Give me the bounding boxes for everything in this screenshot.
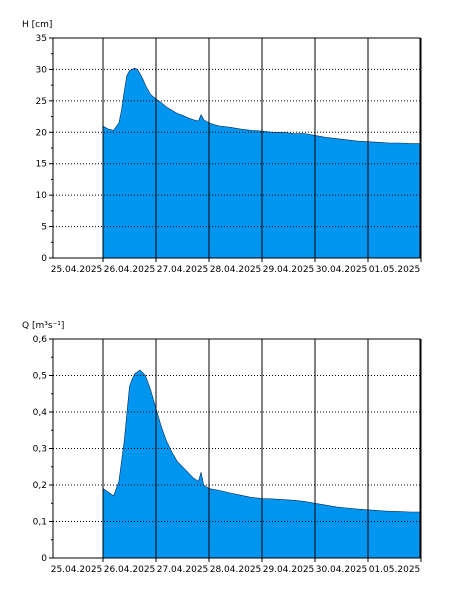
- x-tick-label: 26.04.2025: [104, 565, 156, 575]
- y-axis-title: Q [m³s⁻¹]: [22, 321, 64, 331]
- x-tick-label: 30.04.2025: [316, 565, 368, 575]
- x-tick-label: 27.04.2025: [157, 565, 209, 575]
- x-tick-label: 25.04.2025: [51, 265, 103, 275]
- x-tick-label: 26.04.2025: [104, 265, 156, 275]
- x-tick-label: 25.04.2025: [51, 565, 103, 575]
- x-tick-label: 01.05.2025: [369, 565, 421, 575]
- plot-frame: [52, 37, 421, 259]
- y-tick-label: 0,2: [33, 481, 47, 491]
- y-tick-label: 0,6: [33, 335, 48, 345]
- y-tick-label: 0,3: [33, 445, 47, 455]
- x-tick-label: 29.04.2025: [263, 265, 315, 275]
- x-tick-label: 01.05.2025: [369, 265, 421, 275]
- x-tick-label: 28.04.2025: [210, 565, 262, 575]
- x-tick-label: 30.04.2025: [316, 265, 368, 275]
- y-tick-label: 20: [36, 128, 48, 138]
- y-tick-label: 0,4: [33, 408, 48, 418]
- y-tick-label: 10: [36, 191, 48, 201]
- y-tick-label: 25: [36, 97, 47, 107]
- y-axis-title: H [cm]: [22, 20, 52, 30]
- x-tick-label: 28.04.2025: [210, 265, 262, 275]
- y-tick-label: 0,5: [33, 372, 47, 382]
- y-tick-label: 0: [41, 254, 47, 264]
- y-tick-label: 30: [36, 65, 48, 75]
- y-tick-label: 0,1: [33, 518, 47, 528]
- plot-frame: [52, 338, 421, 559]
- y-tick-label: 15: [36, 160, 47, 170]
- discharge-chart: 00,10,20,30,40,50,625.04.2025 26.04.2025 2…: [22, 321, 422, 575]
- x-tick-label: 27.04.2025: [157, 265, 209, 275]
- water-level-chart: 0 5 10 15 20 25 30 35 25.04.2025 26.04.2025 27.04.…: [22, 20, 422, 275]
- x-tick-label: 29.04.2025: [263, 565, 315, 575]
- y-tick-label: 5: [41, 223, 47, 233]
- y-tick-label: 0: [41, 554, 47, 564]
- y-tick-label: 35: [36, 34, 47, 44]
